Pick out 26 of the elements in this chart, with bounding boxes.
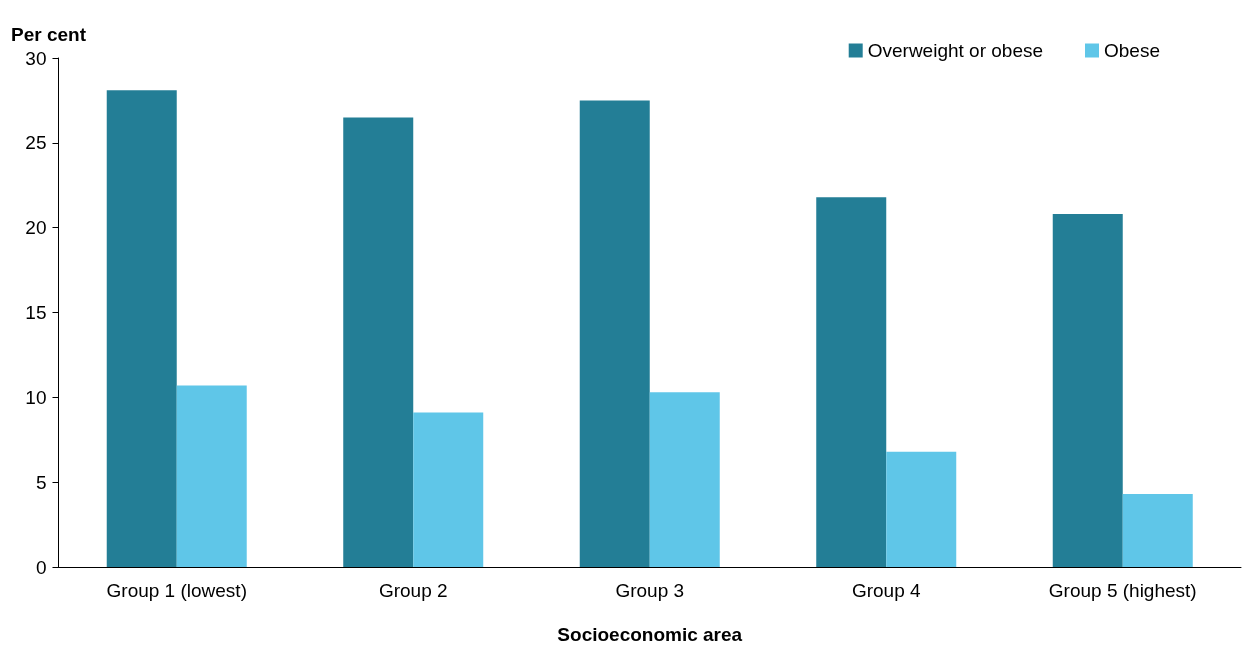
bar (886, 451, 957, 567)
y-tick-label: 25 (25, 132, 47, 154)
bar (1052, 214, 1123, 567)
x-tick-label: Group 5 (highest) (1048, 580, 1197, 601)
x-tick-label: Group 1 (lowest) (106, 580, 247, 601)
bar (649, 392, 720, 567)
x-tick-label: Group 4 (851, 580, 921, 601)
x-tick-label: Group 3 (615, 580, 685, 601)
bar (343, 117, 414, 567)
x-tick-label: Group 2 (378, 580, 448, 601)
y-tick-label: 10 (25, 386, 47, 408)
bar (816, 197, 887, 567)
bar (106, 90, 177, 567)
y-tick-label: 5 (35, 471, 47, 493)
legend-label: Obese (1104, 40, 1160, 61)
y-tick-label: 15 (25, 302, 47, 323)
y-tick-label: 0 (35, 556, 47, 578)
legend-label: Overweight or obese (867, 40, 1044, 61)
bar (413, 412, 484, 567)
y-tick-label: 30 (25, 47, 47, 69)
y-axis-title: Per cent (11, 24, 87, 45)
bar (579, 100, 650, 567)
bar (176, 385, 247, 567)
y-tick-label: 20 (25, 217, 47, 239)
bar (1122, 494, 1193, 567)
x-axis-title: Socioeconomic area (557, 624, 743, 645)
